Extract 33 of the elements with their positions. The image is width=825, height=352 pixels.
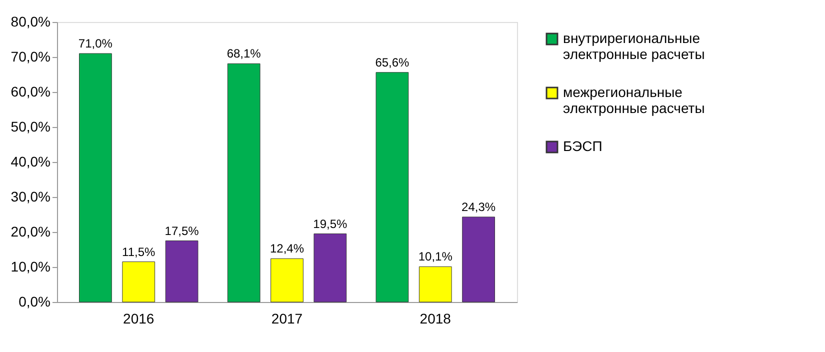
data-label: 12,4%: [270, 242, 304, 256]
bar: [165, 240, 198, 302]
y-tick-label: 40,0%: [10, 154, 50, 170]
y-tick-label: 60,0%: [10, 84, 50, 100]
bar: [122, 262, 156, 302]
data-label: 17,5%: [164, 224, 200, 238]
data-label: 65,6%: [375, 55, 410, 70]
data-label: 68,1%: [226, 46, 262, 61]
bar: [376, 72, 409, 302]
x-tick-label: 2018: [420, 310, 452, 326]
data-label: 71,0%: [78, 36, 113, 50]
y-tick-label: 10,0%: [10, 258, 50, 274]
bar: [418, 266, 452, 302]
data-label: 24,3%: [462, 200, 496, 214]
data-label: 19,5%: [313, 216, 348, 231]
legend-label: БЭСП: [563, 138, 602, 154]
data-label: 11,5%: [122, 244, 156, 259]
y-tick-label: 20,0%: [10, 224, 50, 240]
bar: [314, 234, 347, 302]
data-label: 10,1%: [418, 250, 453, 264]
y-tick-label: 30,0%: [10, 188, 50, 204]
y-tick-label: 50,0%: [10, 118, 50, 134]
bar: [227, 63, 260, 302]
y-tick-label: 70,0%: [10, 48, 50, 64]
bar: [79, 53, 112, 302]
bar: [270, 258, 304, 302]
y-tick-label: 0,0%: [18, 294, 50, 310]
legend-label: межрегиональные электронные расчеты: [563, 84, 705, 116]
x-tick-label: 2017: [271, 310, 303, 326]
legend-label: внутрирегиональные электронные расчеты: [563, 30, 705, 62]
bar: [462, 216, 495, 302]
y-tick-label: 80,0%: [10, 14, 50, 30]
x-tick-label: 2016: [123, 310, 154, 326]
